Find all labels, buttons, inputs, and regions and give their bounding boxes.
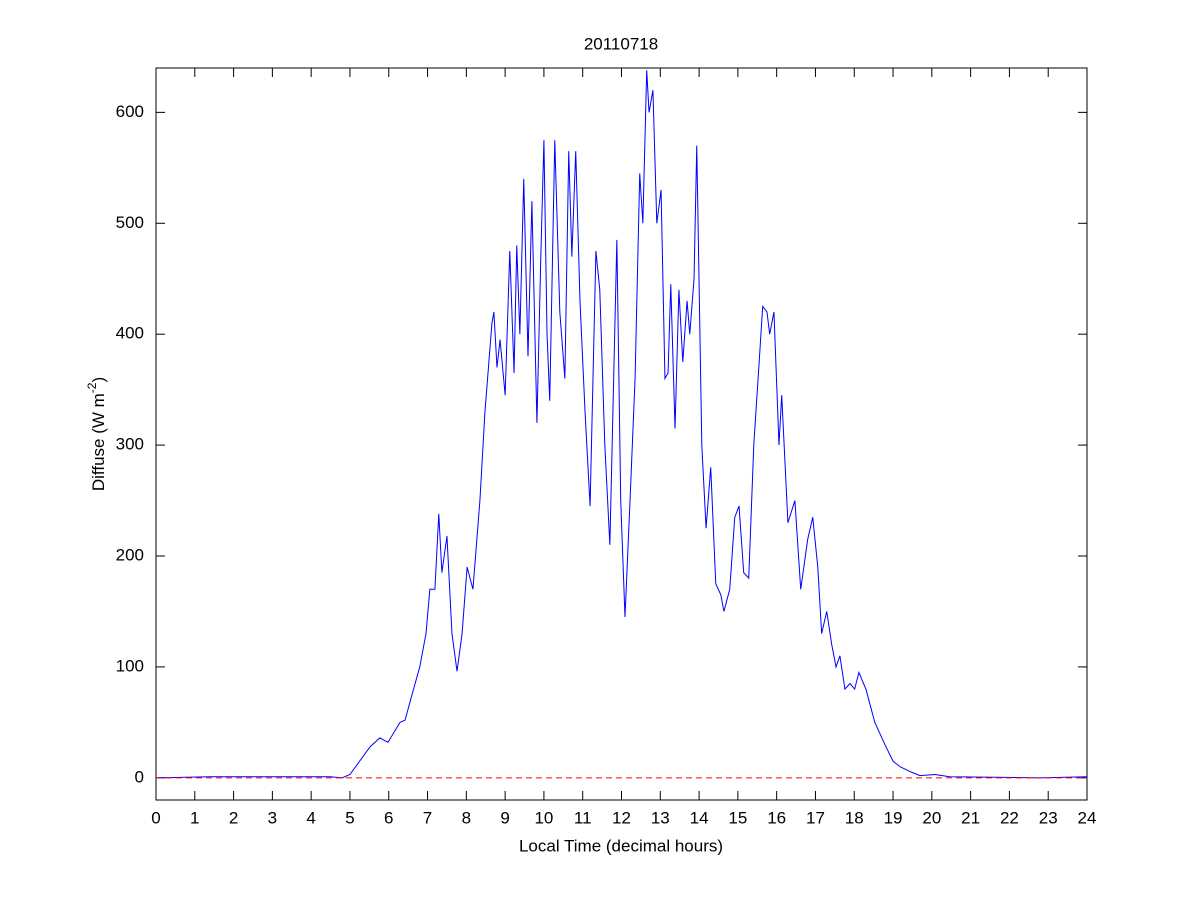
x-tick-label: 19 [884,808,903,827]
x-tick-label: 17 [806,808,825,827]
x-tick-label: 13 [651,808,670,827]
y-tick-label: 0 [135,767,144,786]
x-tick-label: 5 [345,808,354,827]
x-tick-label: 11 [574,808,592,827]
x-tick-label: 20 [922,808,941,827]
y-label-suffix: ) [89,377,108,383]
x-tick-label: 24 [1078,808,1097,827]
x-tick-label: 7 [423,808,432,827]
x-tick-label: 21 [961,808,980,827]
data-line [155,70,1088,779]
y-axis-label: Diffuse (W m-2) [85,377,108,491]
y-label-text: Diffuse (W m [89,393,108,491]
x-tick-label: 18 [845,808,864,827]
x-tick-label: 15 [728,808,747,827]
x-tick-label: 22 [1000,808,1019,827]
x-tick-label: 9 [500,808,509,827]
y-tick-label: 500 [116,213,144,232]
x-tick-label: 6 [384,808,393,827]
y-tick-label: 200 [116,545,144,564]
x-tick-label: 2 [229,808,238,827]
y-tick-label: 400 [116,324,144,343]
x-tick-label: 23 [1039,808,1058,827]
x-tick-label: 16 [767,808,786,827]
x-tick-label: 3 [268,808,277,827]
y-tick-label: 100 [116,656,144,675]
x-tick-label: 12 [612,808,631,827]
y-tick-label: 600 [116,102,144,121]
x-tick-label: 8 [462,808,471,827]
x-tick-label: 1 [190,808,199,827]
x-axis-label: Local Time (decimal hours) [519,836,723,855]
chart-title: 20110718 [584,34,658,53]
plot-frame [155,67,1088,801]
x-tick-label: 4 [306,808,315,827]
y-tick-label: 300 [116,435,144,454]
y-label-superscript: -2 [85,382,99,393]
x-tick-label: 14 [690,808,709,827]
x-tick-label: 10 [534,808,553,827]
x-tick-label: 0 [151,808,160,827]
